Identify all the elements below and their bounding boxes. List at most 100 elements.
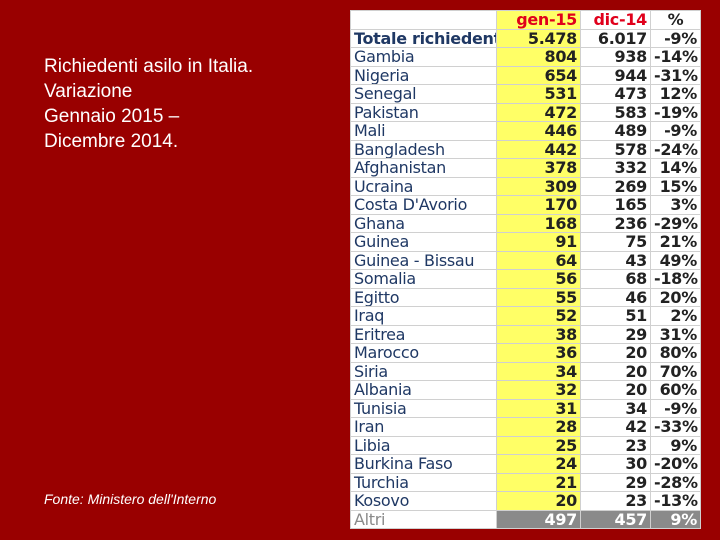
table-cell: 31%	[650, 324, 701, 344]
table-cell: 70%	[650, 361, 701, 381]
table-cell: 578	[580, 139, 651, 159]
header-cell: dic-14	[580, 10, 651, 30]
slide-title: Richiedenti asilo in Italia. Variazione Ge…	[44, 54, 253, 154]
table-cell: 6.017	[580, 28, 651, 48]
table-row: Guinea 91 75 21%	[350, 232, 701, 252]
table-cell: -19%	[650, 102, 701, 122]
table-cell: 21	[496, 472, 581, 492]
row-label: Senegal	[350, 84, 497, 104]
table-row: Burkina Faso 24 30 -20%	[350, 454, 701, 474]
table-cell: 56	[496, 269, 581, 289]
table-cell: 42	[580, 417, 651, 437]
table-cell: 64	[496, 250, 581, 270]
row-label: Iraq	[350, 306, 497, 326]
table-cell: 473	[580, 84, 651, 104]
table-cell: 55	[496, 287, 581, 307]
row-label: Gambia	[350, 47, 497, 67]
row-label: Siria	[350, 361, 497, 381]
table-row: Ghana 168 236 -29%	[350, 213, 701, 233]
table-row: Gambia 804 938 -14%	[350, 47, 701, 67]
table-cell: 168	[496, 213, 581, 233]
table-cell: 944	[580, 65, 651, 85]
table-cell: 165	[580, 195, 651, 215]
table-row: Iraq 52 51 2%	[350, 306, 701, 326]
header-cell: gen-15	[496, 10, 581, 30]
table-cell: 14%	[650, 158, 701, 178]
row-label: Turchia	[350, 472, 497, 492]
table-cell: 23	[580, 435, 651, 455]
table-cell: 236	[580, 213, 651, 233]
table-cell: 43	[580, 250, 651, 270]
table-cell: 49%	[650, 250, 701, 270]
row-label: Marocco	[350, 343, 497, 363]
row-label: Nigeria	[350, 65, 497, 85]
table-cell: -31%	[650, 65, 701, 85]
row-label: Kosovo	[350, 491, 497, 511]
table-cell: 9%	[650, 509, 701, 529]
table-cell: 30	[580, 454, 651, 474]
table-cell: 170	[496, 195, 581, 215]
table-cell: 15%	[650, 176, 701, 196]
table-row: Mali 446 489 -9%	[350, 121, 701, 141]
data-table: gen-15 dic-14% Totale richiedenti 5.478 6.01…	[350, 10, 701, 529]
table-cell: 309	[496, 176, 581, 196]
table-cell: -9%	[650, 28, 701, 48]
table-cell: -14%	[650, 47, 701, 67]
table-cell: -28%	[650, 472, 701, 492]
table-cell: 269	[580, 176, 651, 196]
table-cell: 34	[580, 398, 651, 418]
title-line: Dicembre 2014.	[44, 131, 179, 152]
table-row: Egitto 55 46 20%	[350, 287, 701, 307]
title-line: Richiedenti asilo in Italia.	[44, 56, 254, 77]
table-row: Turchia 21 29 -28%	[350, 472, 701, 492]
table-cell: 20	[580, 343, 651, 363]
table-cell: 52	[496, 306, 581, 326]
title-line: Variazione	[44, 81, 133, 102]
table-cell: 20	[580, 361, 651, 381]
table-row: Ucraina 309 269 15%	[350, 176, 701, 196]
table-cell: 531	[496, 84, 581, 104]
table-row: Guinea - Bissau 64 43 49%	[350, 250, 701, 270]
table-row: Costa D'Avorio 170 165 3%	[350, 195, 701, 215]
table-cell: 32	[496, 380, 581, 400]
table-cell: 332	[580, 158, 651, 178]
header-cell	[350, 10, 497, 30]
table-row: Altri 497 457 9%	[350, 509, 701, 529]
table-cell: 24	[496, 454, 581, 474]
table-row: Senegal 531 473 12%	[350, 84, 701, 104]
row-label: Mali	[350, 121, 497, 141]
table-row: Somalia 56 68 -18%	[350, 269, 701, 289]
table-cell: 46	[580, 287, 651, 307]
header-cell: %	[650, 10, 701, 30]
table-cell: 804	[496, 47, 581, 67]
table-cell: 378	[496, 158, 581, 178]
table-row: Kosovo 20 23 -13%	[350, 491, 701, 511]
row-label: Somalia	[350, 269, 497, 289]
table-row: Pakistan 472 583 -19%	[350, 102, 701, 122]
row-label: Bangladesh	[350, 139, 497, 159]
table-cell: 442	[496, 139, 581, 159]
table-cell: -24%	[650, 139, 701, 159]
table-cell: -9%	[650, 121, 701, 141]
table-row: Marocco 36 20 80%	[350, 343, 701, 363]
row-label: Guinea - Bissau	[350, 250, 497, 270]
table-cell: 21%	[650, 232, 701, 252]
table-row: Eritrea 38 29 31%	[350, 324, 701, 344]
table-cell: 9%	[650, 435, 701, 455]
table-cell: 446	[496, 121, 581, 141]
row-label: Iran	[350, 417, 497, 437]
table-cell: 12%	[650, 84, 701, 104]
table-cell: 91	[496, 232, 581, 252]
table-cell: -20%	[650, 454, 701, 474]
row-label: Ghana	[350, 213, 497, 233]
table-cell: 80%	[650, 343, 701, 363]
header-row: gen-15 dic-14%	[350, 10, 701, 30]
table-row: Totale richiedenti 5.478 6.017 -9%	[350, 28, 701, 48]
table-cell: -9%	[650, 398, 701, 418]
table-cell: -29%	[650, 213, 701, 233]
table-cell: 20%	[650, 287, 701, 307]
table-cell: 25	[496, 435, 581, 455]
table-cell: 3%	[650, 195, 701, 215]
table-cell: 489	[580, 121, 651, 141]
